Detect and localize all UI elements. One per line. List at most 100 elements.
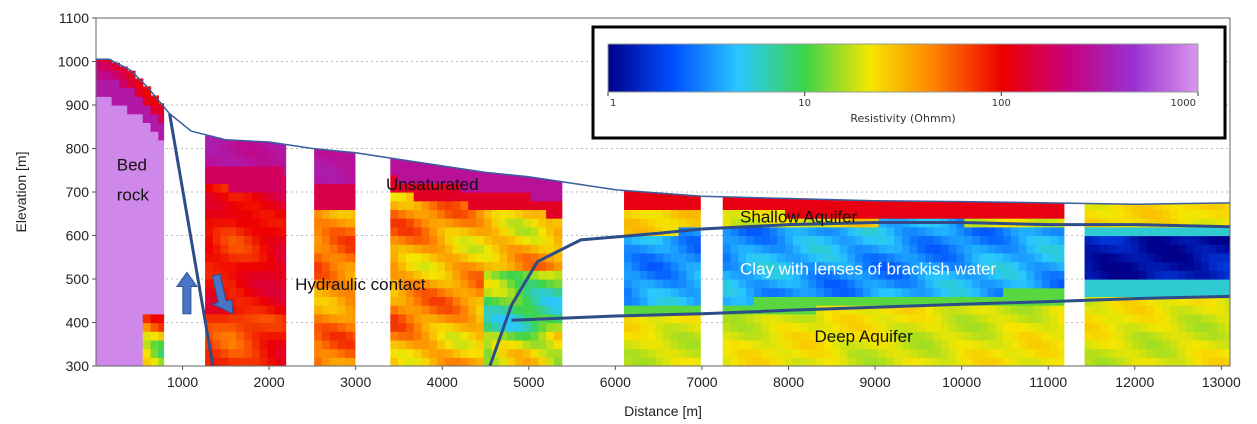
resistivity-cell [1185, 322, 1195, 332]
resistivity-cell [244, 235, 253, 245]
resistivity-cell [421, 270, 430, 280]
resistivity-cell [212, 296, 222, 306]
resistivity-cell [1162, 313, 1171, 324]
resistivity-cell [738, 235, 747, 245]
resistivity-cell [499, 218, 508, 228]
resistivity-cell [134, 174, 144, 184]
resistivity-cell [987, 322, 997, 332]
resistivity-cell [476, 226, 485, 237]
resistivity-cell [460, 322, 469, 332]
resistivity-cell [103, 157, 113, 167]
resistivity-cell [413, 331, 423, 341]
resistivity-cell [282, 339, 287, 350]
resistivity-cell [933, 287, 942, 297]
resistivity-cell [530, 287, 539, 297]
resistivity-cell [1123, 305, 1132, 315]
resistivity-cell [746, 218, 755, 228]
resistivity-cell [886, 305, 895, 315]
resistivity-cell [142, 218, 152, 228]
resistivity-cell [631, 339, 641, 350]
resistivity-cell [267, 322, 276, 332]
resistivity-cell [398, 261, 407, 271]
resistivity-cell [1010, 348, 1020, 358]
resistivity-cell [205, 331, 214, 341]
resistivity-cell [127, 70, 136, 80]
resistivity-cell [933, 296, 942, 306]
resistivity-cell [940, 252, 950, 263]
resistivity-cell [1193, 270, 1203, 280]
resistivity-cell [761, 313, 771, 324]
resistivity-cell [995, 202, 1004, 210]
resistivity-cell [259, 305, 268, 315]
resistivity-cell [390, 209, 399, 219]
resistivity-cell [948, 305, 958, 315]
resistivity-cell [522, 279, 532, 289]
resistivity-cell [111, 235, 120, 245]
resistivity-cell [228, 296, 237, 306]
resistivity-cell [228, 226, 237, 237]
resistivity-cell [437, 270, 446, 280]
resistivity-cell [476, 339, 485, 350]
resistivity-cell [956, 357, 965, 366]
resistivity-cell [212, 244, 222, 254]
resistivity-cell [267, 226, 276, 237]
resistivity-cell [901, 279, 911, 289]
resistivity-cell [421, 279, 430, 289]
resistivity-cell [444, 270, 454, 280]
resistivity-cell [267, 148, 276, 158]
resistivity-cell [337, 235, 346, 245]
resistivity-cell [220, 339, 230, 350]
resistivity-cell [847, 244, 856, 254]
resistivity-cell [1162, 203, 1171, 210]
resistivity-cell [1139, 357, 1148, 366]
resistivity-cell [127, 192, 136, 202]
resistivity-cell [722, 287, 732, 297]
resistivity-cell [127, 122, 136, 132]
resistivity-cell [1115, 261, 1125, 271]
resistivity-cell [421, 209, 430, 219]
resistivity-cell [158, 331, 165, 341]
resistivity-cell [314, 235, 323, 245]
resistivity-cell [538, 200, 547, 210]
resistivity-cell [917, 296, 926, 306]
resistivity-cell [553, 279, 563, 289]
resistivity-cell [134, 270, 144, 280]
resistivity-cell [321, 313, 331, 324]
resistivity-cell [1146, 305, 1156, 315]
resistivity-cell [421, 261, 430, 271]
resistivity-cell [452, 183, 462, 193]
resistivity-cell [460, 244, 469, 254]
resistivity-cell [413, 313, 423, 324]
resistivity-cell [259, 244, 268, 254]
resistivity-cell [1042, 339, 1051, 350]
resistivity-cell [158, 183, 165, 193]
resistivity-cell [761, 339, 771, 350]
resistivity-cell [150, 105, 159, 115]
resistivity-cell [631, 348, 641, 358]
resistivity-cell [228, 261, 237, 271]
resistivity-cell [405, 305, 415, 315]
resistivity-cell [267, 235, 276, 245]
resistivity-cell [862, 348, 872, 358]
resistivity-cell [655, 235, 664, 245]
resistivity-cell [1185, 357, 1195, 366]
resistivity-cell [940, 209, 950, 219]
resistivity-cell [1154, 305, 1164, 315]
resistivity-cell [1178, 244, 1187, 254]
resistivity-cell [321, 209, 331, 219]
resistivity-cell [624, 209, 633, 219]
resistivity-cell [901, 339, 911, 350]
resistivity-cell [522, 209, 532, 219]
resistivity-cell [220, 218, 230, 228]
resistivity-cell [111, 279, 120, 289]
resistivity-cell [1057, 270, 1065, 280]
resistivity-cell [631, 331, 641, 341]
resistivity-cell [282, 357, 287, 366]
resistivity-cell [345, 270, 354, 280]
resistivity-cell [345, 279, 354, 289]
resistivity-cell [1162, 339, 1171, 350]
colorbar-tick-label: 10 [798, 98, 811, 109]
resistivity-cell [886, 357, 895, 366]
resistivity-cell [686, 261, 695, 271]
resistivity-cell [940, 201, 950, 210]
